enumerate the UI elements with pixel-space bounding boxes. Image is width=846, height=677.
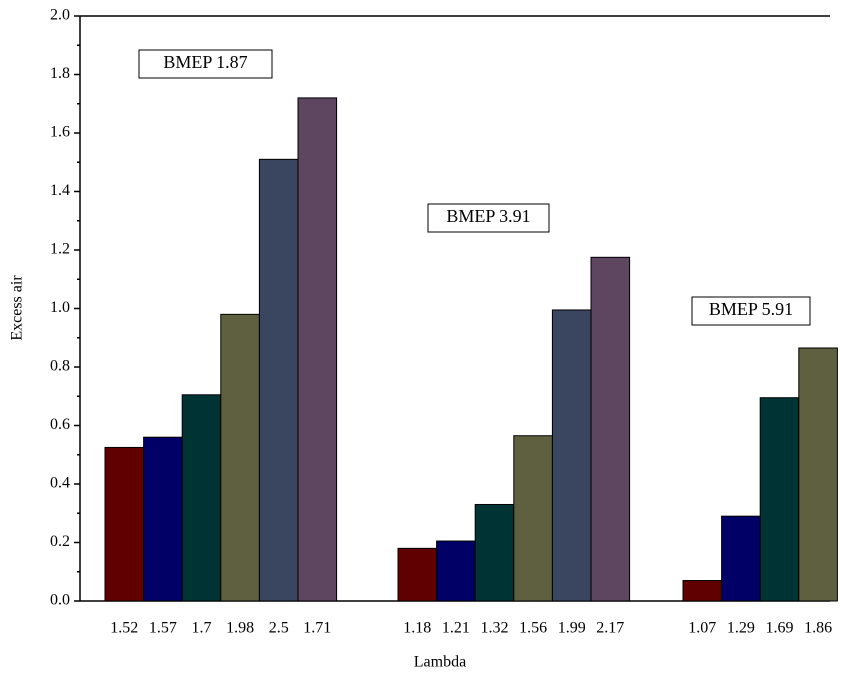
y-tick-label: 1.8 (50, 65, 70, 82)
y-tick-label: 0.4 (50, 475, 70, 492)
y-tick-label: 0.2 (50, 533, 70, 550)
bar (759, 397, 800, 602)
y-tick-label: 1.4 (50, 182, 70, 199)
bar (220, 313, 260, 602)
x-tick-label: 1.18 (403, 620, 431, 637)
bar (513, 435, 553, 602)
bar (721, 515, 761, 602)
x-axis-title: Lambda (414, 654, 466, 671)
bar (181, 394, 222, 602)
bar (397, 547, 438, 602)
x-tick-label: 1.29 (727, 620, 755, 637)
y-tick-label: 1.6 (50, 124, 70, 141)
x-tick-label: 1.32 (481, 620, 509, 637)
x-tick-label: 1.21 (442, 620, 470, 637)
bar (551, 309, 592, 602)
bar (798, 347, 838, 602)
y-tick-label: 2.0 (50, 7, 70, 24)
bar (436, 540, 476, 602)
bar (474, 503, 515, 602)
annotation-box (138, 49, 273, 79)
annotation: BMEP 1.87 (163, 52, 247, 72)
y-tick-label: 1.2 (50, 241, 70, 258)
x-tick-label: 1.98 (226, 620, 254, 637)
x-tick-label: 1.7 (192, 620, 212, 637)
bar (258, 158, 299, 602)
y-tick-label: 0.6 (50, 416, 70, 433)
annotation: BMEP 5.91 (709, 299, 793, 319)
y-axis-title: Excess air (9, 275, 26, 341)
x-tick-label: 1.86 (804, 620, 832, 637)
x-tick-label: 1.71 (303, 620, 331, 637)
bar (682, 580, 723, 602)
x-tick-label: 1.07 (688, 620, 716, 637)
y-tick-label: 0.8 (50, 358, 70, 375)
x-tick-label: 1.52 (110, 620, 138, 637)
x-tick-label: 1.56 (519, 620, 547, 637)
x-tick-label: 1.57 (149, 620, 177, 637)
bar (590, 256, 631, 602)
bar (297, 97, 338, 602)
annotation: BMEP 3.91 (446, 206, 530, 226)
x-tick-label: 2.17 (596, 620, 624, 637)
x-tick-label: 2.5 (269, 620, 289, 637)
bar (104, 446, 145, 602)
annotation-box (691, 296, 811, 326)
x-tick-label: 1.69 (766, 620, 794, 637)
y-tick-label: 0.0 (50, 592, 70, 609)
x-tick-label: 1.99 (558, 620, 586, 637)
bar (143, 436, 183, 602)
y-tick-label: 1.0 (50, 299, 70, 316)
annotation-box (427, 203, 550, 233)
